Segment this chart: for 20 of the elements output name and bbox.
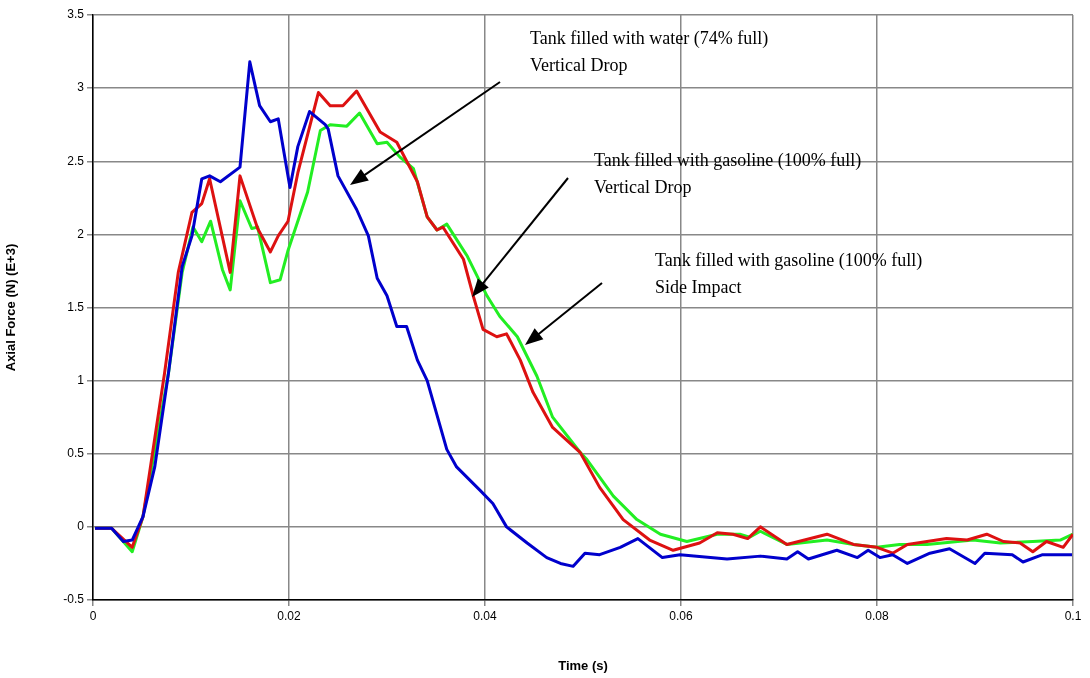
y-tick-label: 2 xyxy=(77,226,85,241)
annotation: Tank filled with gasoline (100% full) Vertical Drop xyxy=(594,149,862,197)
annotation: Tank filled with gasoline (100% full) Side Impact xyxy=(655,249,923,297)
x-tick-label: 0.06 xyxy=(669,608,693,623)
x-tick-label: 0.1 xyxy=(1064,608,1082,623)
x-tick-label: 0 xyxy=(89,608,97,623)
y-tick-label: 3 xyxy=(77,80,85,95)
x-tick-label: 0.04 xyxy=(473,608,497,623)
y-tick-label: -0.5 xyxy=(63,592,85,607)
x-axis-title: Time (s) xyxy=(558,657,608,673)
y-tick-label: 1 xyxy=(77,372,85,387)
y-axis-title: Axial Force (N) (E+3) xyxy=(3,243,19,372)
y-tick-label: 0.5 xyxy=(67,446,85,461)
y-tick-label: 3.5 xyxy=(67,7,85,22)
y-tick-label: 2.5 xyxy=(67,153,85,168)
y-tick-label: 0 xyxy=(77,519,85,534)
x-tick-label: 0.08 xyxy=(865,608,889,623)
x-tick-label: 0.02 xyxy=(277,608,301,623)
y-tick-label: 1.5 xyxy=(67,299,85,314)
annotation: Tank filled with water (74% full) Vertical Drop xyxy=(530,27,769,75)
